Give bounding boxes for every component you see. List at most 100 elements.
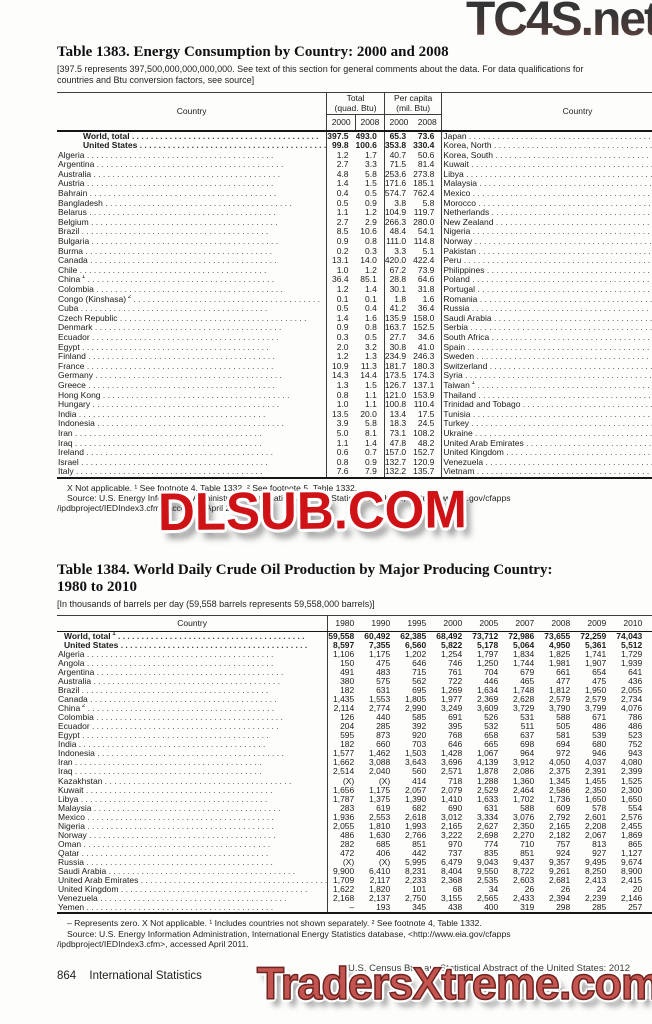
country-cell: Canada xyxy=(57,695,329,705)
value-cell: 185.1 xyxy=(413,179,435,189)
country-cell: Libya xyxy=(441,169,652,180)
value-cell: 1,410 xyxy=(440,794,463,804)
value-cell: 1,455 xyxy=(584,776,607,786)
country-cell: Korea, South xyxy=(441,150,652,161)
country-cell: Congo (Kinshasa) 2 xyxy=(57,294,328,305)
value-cell: 3,729 xyxy=(512,704,535,714)
value-cell: 36.4 xyxy=(332,275,349,285)
table-row: Saudi Arabia9,900 6,410 8,231 8,404 9,550 8,7… xyxy=(57,866,652,877)
value-cell: 380 xyxy=(340,677,355,686)
value-cell: 1,993 xyxy=(404,821,427,831)
value-cell: 595 xyxy=(340,731,355,741)
value-cell: 1,950 xyxy=(584,686,607,696)
table-1384-note: [In thousands of barrels per day (59,558… xyxy=(57,598,375,609)
value-cell: 946 xyxy=(592,749,607,759)
value-cell: 1,553 xyxy=(368,695,391,705)
table-1383-title: Table 1383. Energy Consumption by Countr… xyxy=(57,44,449,60)
value-cell: 2,601 xyxy=(584,812,607,822)
value-cell: 475 xyxy=(592,677,607,686)
value-cell: 71.5 xyxy=(383,160,414,170)
country-cell: Belgium xyxy=(57,217,328,228)
value-cell: 182 xyxy=(340,740,355,750)
country-cell: Czech Republic xyxy=(57,313,328,324)
value-cell: 588 xyxy=(556,713,571,723)
value-cell: 5,178 xyxy=(476,640,499,650)
table-row: India 13.5 20.0 13.417.5 xyxy=(57,409,441,420)
country-cell: Netherlands xyxy=(441,208,652,218)
value-cell: 101 xyxy=(412,885,427,895)
value-cell: 3,012 xyxy=(440,812,463,822)
country-cell: Bangladesh xyxy=(57,198,328,209)
value-cell: 762.4 xyxy=(413,189,435,199)
value-cell: 0.8 xyxy=(336,457,349,467)
value-cell: 18.3 xyxy=(383,419,414,429)
table-row: Indonesia 3.9 5.8 18.324.5 xyxy=(57,419,441,429)
country-cell: Colombia xyxy=(57,285,328,295)
value-cell: 234.9 xyxy=(383,352,414,362)
country-cell: United States xyxy=(57,640,329,650)
table-row: Yemen – 193 345 438 400 319 298 285 257 xyxy=(57,903,652,914)
value-cell: 2,792 xyxy=(548,812,571,822)
value-cell: 523 xyxy=(628,731,643,741)
value-cell: 280.0 xyxy=(413,217,435,227)
country-cell: Turkey xyxy=(441,419,652,429)
value-cell: 438 xyxy=(448,903,463,913)
value-cell: 31.8 xyxy=(417,285,435,294)
value-cell: 835 xyxy=(484,848,499,858)
country-cell: Belarus xyxy=(57,208,328,218)
country-cell: Romania xyxy=(441,294,652,305)
value-cell: 2.7 xyxy=(336,217,349,227)
value-cell: 2,586 xyxy=(548,785,571,795)
table-row: Russia27.230.4185.5216.2 xyxy=(441,304,652,314)
table-row: New Zealand0.80.9223.2211.5 xyxy=(441,217,652,228)
value-cell: 5.1 xyxy=(422,246,435,256)
value-cell: 6,560 xyxy=(404,640,427,650)
table-row: Algeria1,106 1,175 1,202 1,254 1,797 1,834 1,8… xyxy=(57,649,652,659)
value-cell: 132.2 xyxy=(383,467,414,478)
value-cell: 2,627 xyxy=(476,821,499,831)
value-cell: 4,050 xyxy=(548,758,571,768)
value-cell: 927 xyxy=(592,848,607,858)
value-cell: 1,869 xyxy=(620,830,643,840)
country-cell: Kuwait xyxy=(441,160,652,170)
value-cell: 1,787 xyxy=(332,794,355,804)
value-cell: 171.6 xyxy=(383,179,414,190)
year-header: 2010 xyxy=(616,615,652,632)
value-cell: 1,977 xyxy=(440,695,463,705)
value-cell: 20.0 xyxy=(360,409,377,419)
value-cell: 72,986 xyxy=(508,631,535,641)
value-cell: 654 xyxy=(592,667,607,677)
country-cell: Korea, North xyxy=(441,141,652,151)
country-cell: Algeria xyxy=(57,649,329,659)
value-cell: 637 xyxy=(520,731,535,741)
value-cell: 1,175 xyxy=(368,785,391,795)
value-cell: 694 xyxy=(556,740,571,750)
country-cell: Norway xyxy=(57,830,329,840)
country-cell: World, total 1 xyxy=(57,631,329,641)
table-row: Colombia 126 440 585 691 526 531 588 671 786 xyxy=(57,713,652,723)
value-cell: 48.4 xyxy=(383,227,414,238)
value-cell: 246.3 xyxy=(413,352,435,362)
table-row: Sweden2.32.2254.2245.3 xyxy=(441,352,652,362)
value-cell: 2,117 xyxy=(369,876,391,886)
value-cell: 2,464 xyxy=(512,785,535,795)
country-cell: Germany xyxy=(57,371,328,381)
table-row: Bangladesh 0.5 0.9 3.8 5.8 xyxy=(57,198,441,209)
value-cell: 10.9 xyxy=(332,361,349,371)
value-cell: 14.4 xyxy=(360,371,377,381)
value-cell: 11.3 xyxy=(360,361,377,371)
country-cell: Poland xyxy=(441,275,652,285)
table-row: Australia 380 575 562 722 446 465 477 475 436 xyxy=(57,677,652,687)
table-row: India 182 660 703 646 665 698 694 680 752 xyxy=(57,740,652,750)
country-cell: Japan xyxy=(441,130,652,142)
country-cell: Hungary xyxy=(57,400,328,410)
value-cell: 446 xyxy=(484,677,499,686)
value-cell: 2,579 xyxy=(584,695,607,705)
country-cell: Greece xyxy=(57,380,328,391)
table-row: Russia (X) (X) 5,995 6,479 9,043 9,437 9,357 9,4… xyxy=(57,857,652,867)
value-cell: 2,415 xyxy=(620,876,643,886)
